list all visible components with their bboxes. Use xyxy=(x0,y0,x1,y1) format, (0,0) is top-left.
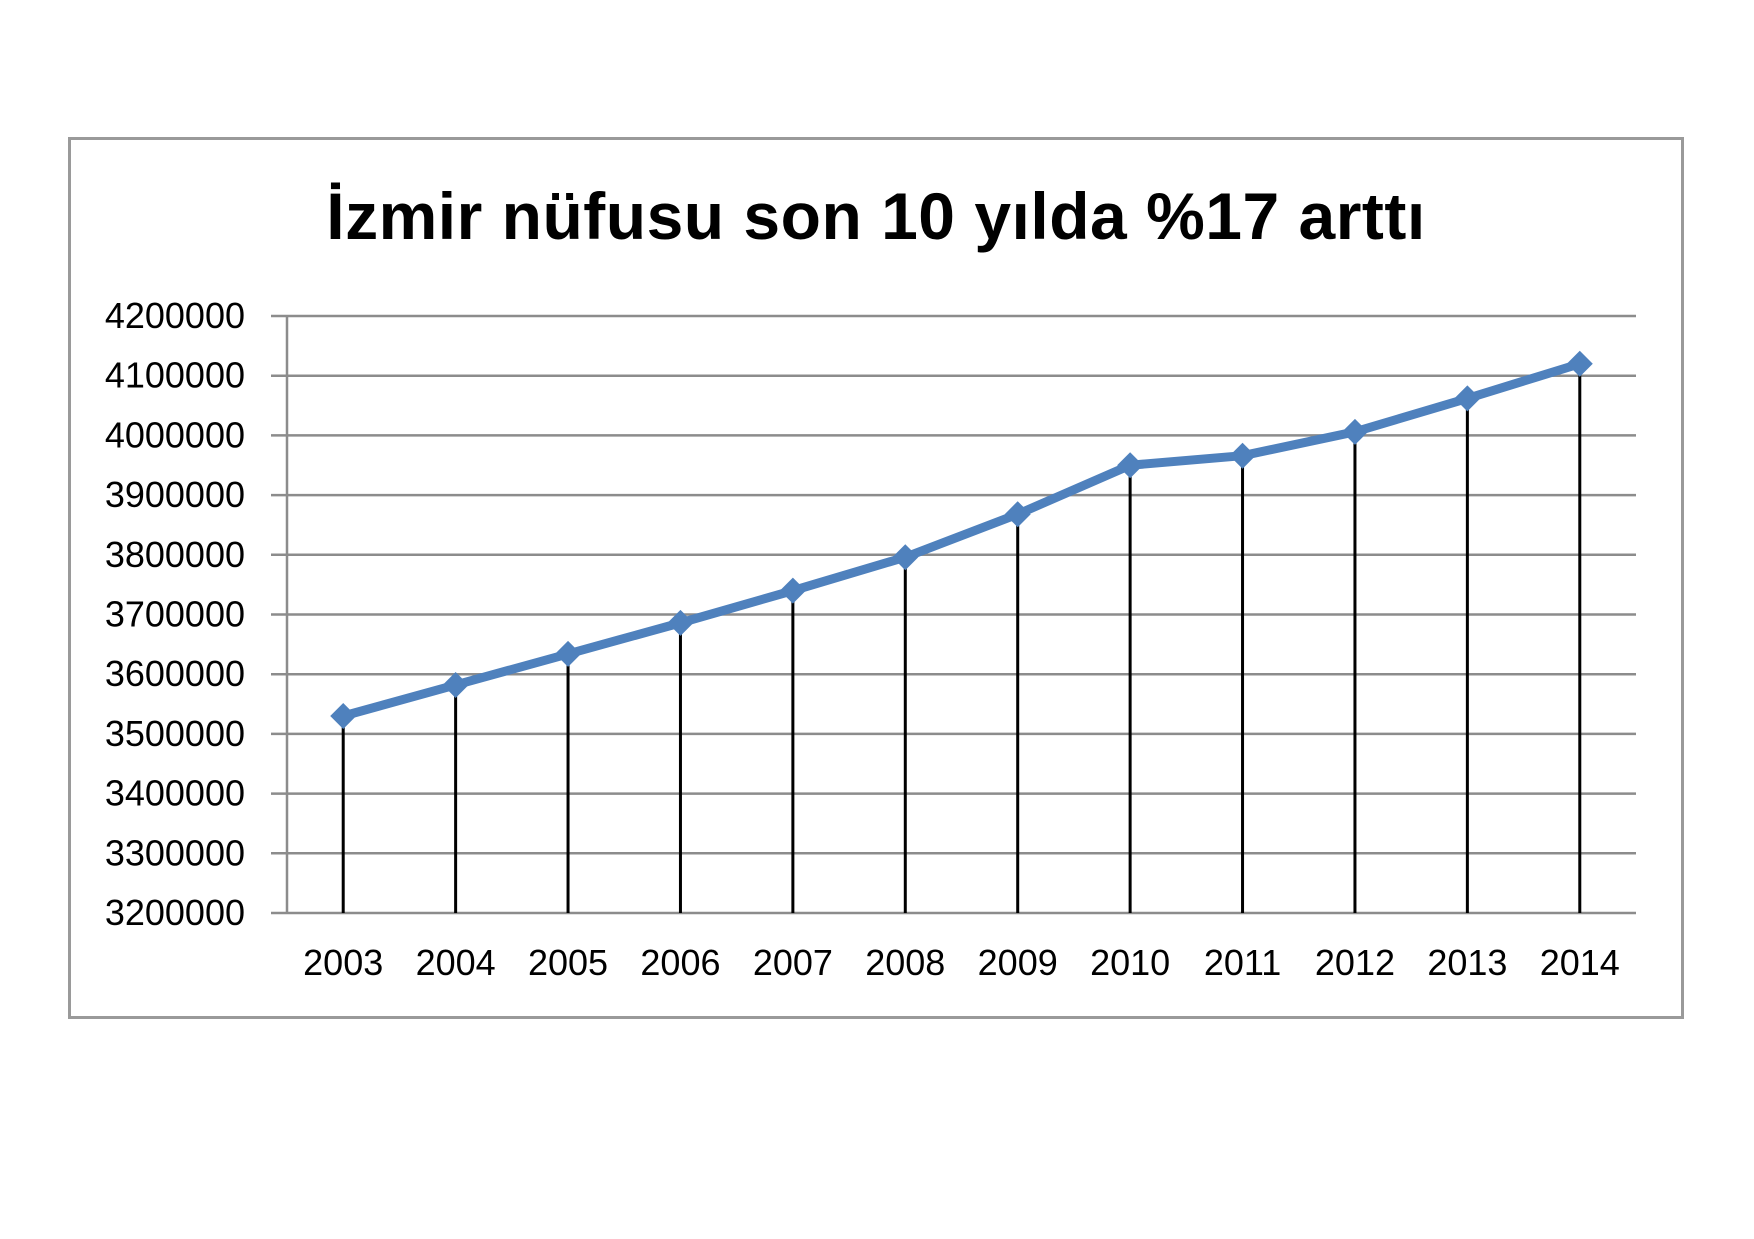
y-tick-label: 3500000 xyxy=(105,713,245,754)
y-tick-label: 3200000 xyxy=(105,892,245,933)
data-point-marker xyxy=(1229,442,1256,469)
x-tick-label: 2008 xyxy=(865,942,945,983)
data-point-marker xyxy=(892,544,919,571)
data-point-marker xyxy=(1341,418,1368,445)
x-tick-label: 2006 xyxy=(640,942,720,983)
data-point-marker xyxy=(1117,452,1144,479)
x-tick-label: 2012 xyxy=(1315,942,1395,983)
x-tick-label: 2013 xyxy=(1427,942,1507,983)
y-tick-label: 3400000 xyxy=(105,773,245,814)
y-tick-label: 4000000 xyxy=(105,414,245,455)
x-tick-label: 2010 xyxy=(1090,942,1170,983)
data-point-marker xyxy=(1566,350,1593,377)
data-point-marker xyxy=(1004,501,1031,528)
x-tick-label: 2009 xyxy=(978,942,1058,983)
y-tick-label: 3800000 xyxy=(105,534,245,575)
chart-title: İzmir nüfusu son 10 yılda %17 arttı xyxy=(326,179,1426,253)
data-point-marker xyxy=(667,609,694,636)
x-tick-label: 2004 xyxy=(416,942,496,983)
x-tick-label: 2003 xyxy=(303,942,383,983)
y-tick-label: 3300000 xyxy=(105,832,245,873)
chart-frame xyxy=(68,137,1684,1019)
x-tick-label: 2014 xyxy=(1540,942,1620,983)
x-tick-label: 2005 xyxy=(528,942,608,983)
data-point-marker xyxy=(1454,385,1481,412)
data-point-marker xyxy=(779,577,806,604)
x-tick-label: 2011 xyxy=(1204,942,1281,983)
x-tick-label: 2007 xyxy=(753,942,833,983)
y-tick-label: 3600000 xyxy=(105,653,245,694)
data-point-marker xyxy=(330,702,357,729)
data-point-marker xyxy=(555,640,582,667)
y-tick-label: 3900000 xyxy=(105,474,245,515)
y-tick-label: 3700000 xyxy=(105,594,245,635)
data-point-marker xyxy=(442,671,469,698)
y-tick-label: 4100000 xyxy=(105,355,245,396)
y-tick-label: 4200000 xyxy=(105,295,245,336)
series-line xyxy=(338,359,1585,721)
